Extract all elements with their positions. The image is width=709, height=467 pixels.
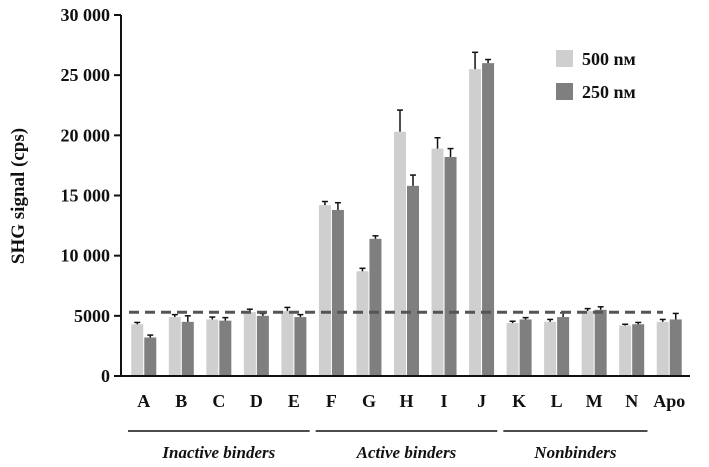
x-tick-label: G — [362, 391, 376, 411]
bar-250-j — [482, 63, 495, 377]
bar-250-d — [256, 315, 269, 376]
bar-250-i — [444, 156, 457, 376]
bar-500-b — [168, 317, 181, 376]
category-labels: A B C D E F G H I J K L M N Apo — [137, 391, 685, 411]
bar-500-j — [469, 69, 482, 377]
x-tick-label: H — [399, 391, 413, 411]
y-ticks: 0 5000 10 000 15 000 20 000 25 000 30 000 — [61, 5, 121, 386]
bar-250-h — [407, 185, 419, 376]
x-tick-label: N — [625, 391, 638, 411]
bar-500-g — [356, 271, 369, 376]
y-tick-label: 20 000 — [61, 125, 111, 145]
y-axis-title: SHG signal (cps) — [8, 128, 29, 264]
bar-250-m — [594, 309, 607, 376]
bar-500-c — [206, 319, 219, 376]
x-tick-label: I — [441, 391, 448, 411]
bar-250-e — [294, 317, 307, 376]
bar-500-k — [506, 323, 519, 376]
x-tick-label: B — [175, 391, 187, 411]
group-labels: Inactive binders Active binders Nonbinders — [128, 430, 648, 462]
bar-250-n — [632, 324, 645, 376]
y-tick-label: 10 000 — [61, 246, 111, 266]
x-tick-label: M — [586, 391, 603, 411]
x-tick-label: A — [137, 391, 150, 411]
group-label: Nonbinders — [533, 443, 617, 462]
bar-500-e — [281, 311, 294, 376]
bar-250-apo — [669, 319, 682, 376]
x-tick-label: E — [288, 391, 300, 411]
x-tick-label: Apo — [653, 391, 685, 411]
x-tick-label: D — [250, 391, 263, 411]
legend-swatch-250 — [556, 83, 573, 100]
bar-250-f — [331, 209, 344, 376]
x-tick-label: C — [212, 391, 225, 411]
bar-500-f — [318, 205, 331, 376]
x-tick-label: L — [551, 391, 563, 411]
bar-250-k — [519, 319, 532, 376]
y-tick-label: 25 000 — [61, 65, 111, 85]
y-tick-label: 15 000 — [61, 186, 111, 206]
x-tick-label: F — [326, 391, 337, 411]
y-tick-label: 30 000 — [61, 5, 111, 25]
bar-250-b — [181, 321, 194, 376]
bar-500-l — [544, 321, 557, 376]
bar-500-m — [581, 311, 594, 376]
x-tick-label: K — [512, 391, 526, 411]
bar-250-a — [144, 337, 157, 376]
bar-250-l — [557, 317, 570, 376]
y-tick-label: 5000 — [74, 306, 110, 326]
axes — [120, 15, 690, 377]
bar-250-g — [369, 238, 382, 376]
bar-500-n — [619, 325, 632, 376]
bar-500-d — [243, 312, 256, 376]
bar-500-i — [431, 148, 444, 376]
group-label: Inactive binders — [161, 443, 275, 462]
y-tick-label: 0 — [101, 366, 110, 386]
legend: 500 nᴍ 250 nᴍ — [556, 49, 636, 102]
bars — [131, 51, 682, 377]
bar-250-c — [219, 320, 232, 376]
bar-500-h — [394, 131, 406, 376]
group-label: Active binders — [356, 443, 457, 462]
bar-500-apo — [656, 321, 669, 376]
bar-500-a — [131, 324, 144, 376]
legend-label-500: 500 nᴍ — [582, 49, 636, 69]
x-tick-label: J — [477, 391, 486, 411]
legend-swatch-500 — [556, 50, 573, 67]
legend-label-250: 250 nᴍ — [582, 82, 636, 102]
